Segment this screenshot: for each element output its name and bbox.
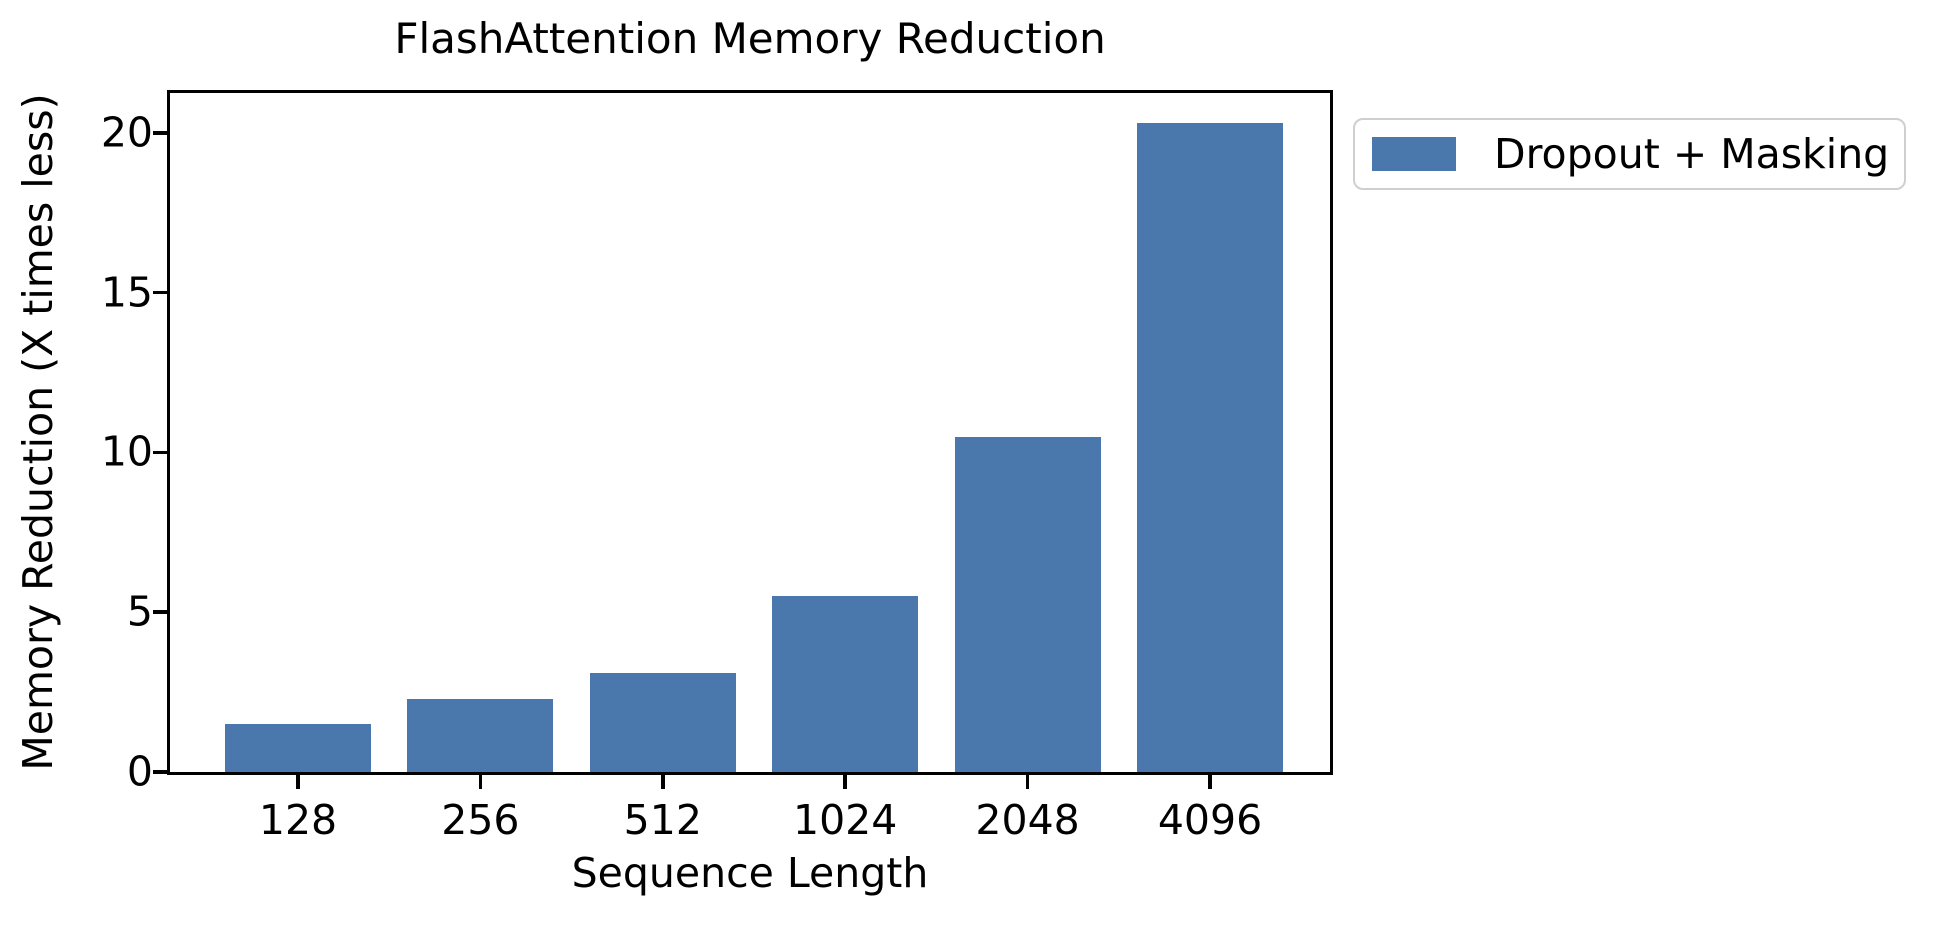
- x-tick-label-256: 256: [441, 796, 520, 844]
- y-tick-mark-10: [153, 450, 167, 455]
- y-tick-label-15: 15: [100, 268, 153, 317]
- x-tick-label-1024: 1024: [793, 796, 898, 844]
- bar-512: [589, 672, 736, 772]
- bar-2048: [954, 436, 1101, 772]
- y-tick-label-5: 5: [126, 587, 153, 636]
- x-tick-mark-2048: [1025, 775, 1030, 789]
- x-axis-label: Sequence Length: [571, 849, 929, 897]
- bar-1024: [772, 596, 919, 772]
- x-tick-mark-512: [661, 775, 665, 789]
- y-tick-label-10: 10: [100, 427, 153, 476]
- y-tick-mark-15: [153, 290, 167, 295]
- x-tick-mark-1024: [843, 775, 847, 789]
- x-tick-mark-256: [478, 775, 483, 789]
- legend: Dropout + Masking: [1353, 118, 1906, 190]
- legend-swatch: [1372, 137, 1456, 171]
- x-tick-label-128: 128: [258, 796, 338, 844]
- y-tick-label-20: 20: [100, 108, 153, 157]
- bar-4096: [1137, 123, 1283, 772]
- plot-area: [167, 90, 1333, 775]
- x-tick-label-2048: 2048: [975, 796, 1080, 844]
- x-tick-label-4096: 4096: [1157, 796, 1263, 844]
- bar-256: [407, 698, 554, 772]
- y-tick-mark-0: [153, 770, 167, 774]
- chart-title: FlashAttention Memory Reduction: [394, 14, 1106, 63]
- x-tick-mark-128: [296, 775, 300, 789]
- y-tick-label-0: 0: [126, 747, 153, 796]
- y-tick-mark-20: [153, 131, 167, 135]
- legend-series-label: Dropout + Masking: [1494, 130, 1890, 178]
- y-tick-mark-5: [153, 610, 167, 614]
- x-tick-mark-4096: [1208, 775, 1212, 789]
- bar-128: [225, 724, 371, 772]
- x-tick-label-512: 512: [623, 796, 702, 844]
